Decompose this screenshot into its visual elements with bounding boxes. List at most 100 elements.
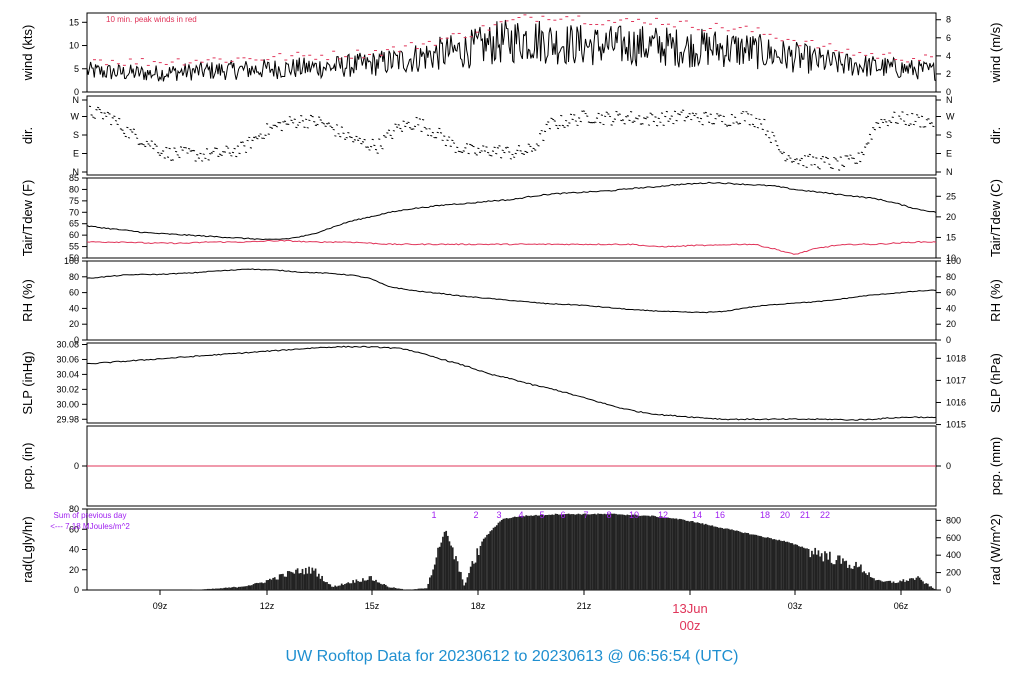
temp-tick-label-left: 70 xyxy=(69,207,79,217)
dir-mark xyxy=(924,125,927,128)
dir-mark xyxy=(771,131,774,134)
dir-mark xyxy=(321,122,324,124)
dir-mark xyxy=(893,111,896,113)
wind-annotation: 10 min. peak winds in red xyxy=(106,15,197,24)
dir-mark xyxy=(812,156,815,158)
temp-tick-label-left: 60 xyxy=(69,230,79,240)
dir-frame xyxy=(86,95,937,176)
dir-mark xyxy=(859,160,862,163)
dir-mark xyxy=(782,151,785,154)
dir-mark xyxy=(857,152,860,154)
dir-mark xyxy=(487,151,490,154)
dir-mark xyxy=(392,130,395,132)
dir-tick-label-left: E xyxy=(73,149,79,159)
dir-mark xyxy=(97,106,100,109)
dir-mark xyxy=(556,127,560,130)
rad-hour-label: 7 xyxy=(583,510,588,520)
dir-mark xyxy=(847,158,850,160)
dir-mark xyxy=(691,112,694,115)
dir-mark xyxy=(212,150,215,153)
dir-mark xyxy=(831,167,834,170)
dir-mark xyxy=(301,120,304,122)
dir-mark xyxy=(353,139,356,141)
dir-mark xyxy=(829,166,833,169)
dir-mark xyxy=(189,150,192,152)
dir-mark xyxy=(662,124,665,127)
dir-mark xyxy=(402,120,405,123)
dir-mark xyxy=(652,120,655,123)
dir-mark xyxy=(922,126,925,128)
dir-mark xyxy=(787,155,790,157)
rh-tick-label-left: 60 xyxy=(69,288,79,298)
dir-mark xyxy=(763,118,766,121)
dir-mark xyxy=(158,154,161,156)
wind-tick-label-right: 6 xyxy=(946,33,951,43)
dir-mark xyxy=(373,144,376,147)
dir-mark xyxy=(903,120,906,122)
dir-mark xyxy=(168,147,171,150)
dir-mark xyxy=(136,137,139,139)
dir-mark xyxy=(860,151,863,154)
dir-mark xyxy=(816,166,820,168)
dir-mark xyxy=(456,146,459,149)
dir-mark xyxy=(781,152,784,155)
dir-mark xyxy=(249,147,252,149)
dir-mark xyxy=(303,126,306,128)
dir-mark xyxy=(625,116,628,118)
dir-mark xyxy=(225,145,228,147)
dir-mark xyxy=(896,122,899,124)
dir-mark xyxy=(521,152,524,155)
dir-mark xyxy=(703,112,706,114)
slp-tick-label-left: 30.00 xyxy=(56,399,79,409)
rad-hour-label: 18 xyxy=(760,510,770,520)
dir-mark xyxy=(306,127,309,129)
dir-mark xyxy=(296,124,300,126)
dir-mark xyxy=(657,117,660,120)
dir-mark xyxy=(543,130,547,133)
dir-mark xyxy=(298,121,301,124)
dir-mark xyxy=(581,110,584,113)
dir-mark xyxy=(417,124,420,126)
time-tick-label: 21z xyxy=(577,601,592,611)
dir-mark xyxy=(773,135,776,137)
dir-mark xyxy=(269,126,272,129)
dir-mark xyxy=(766,130,769,132)
dir-mark xyxy=(734,116,737,118)
dir-mark xyxy=(126,126,129,129)
dir-mark xyxy=(709,113,712,115)
dir-mark xyxy=(469,143,472,146)
dir-mark xyxy=(514,152,517,155)
dir-mark xyxy=(820,157,823,160)
dir-mark xyxy=(711,123,714,125)
dir-mark xyxy=(290,119,293,122)
wind-ylabel: wind (kts) xyxy=(20,25,35,82)
slp-tick-label-right: 1017 xyxy=(946,375,966,385)
dir-mark xyxy=(300,114,303,117)
dir-mark xyxy=(220,154,223,156)
rad-hour-label: 3 xyxy=(496,510,501,520)
dir-mark xyxy=(251,139,254,142)
dir-mark xyxy=(423,126,426,129)
dir-mark xyxy=(898,115,901,117)
dir-mark xyxy=(472,145,475,148)
dir-mark xyxy=(548,127,551,130)
dir-mark xyxy=(881,121,885,124)
time-tick-label: 09z xyxy=(153,601,168,611)
dir-mark xyxy=(777,149,781,151)
dir-mark xyxy=(745,111,748,113)
dir-tick-label-right: S xyxy=(946,130,952,140)
dir-mark xyxy=(335,124,339,126)
dir-mark xyxy=(209,153,212,155)
dir-mark xyxy=(113,115,116,118)
dir-mark xyxy=(231,151,235,154)
dir-mark xyxy=(501,149,504,152)
dir-mark xyxy=(235,155,238,158)
dir-mark xyxy=(201,160,204,162)
dir-mark xyxy=(152,147,155,150)
time-tick-label-midnight: 00z xyxy=(680,618,701,633)
dir-mark xyxy=(566,125,569,127)
wind-speed-line xyxy=(86,19,937,82)
dir-mark xyxy=(322,123,326,125)
dir-mark xyxy=(872,127,875,129)
